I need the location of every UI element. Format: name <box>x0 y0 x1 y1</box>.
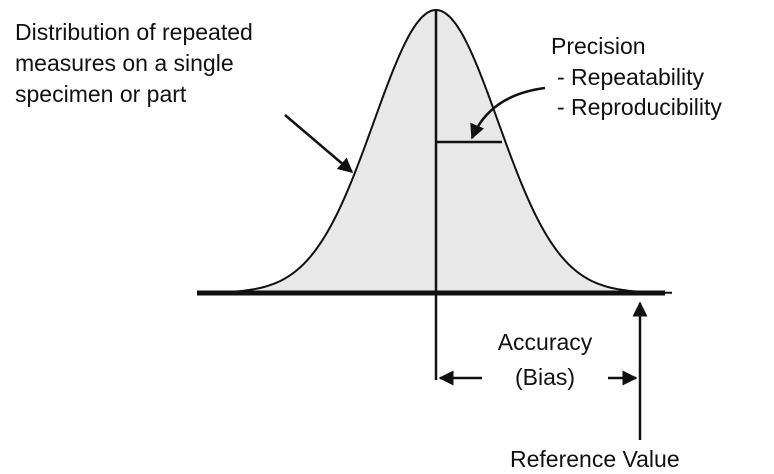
distribution-label: Distribution of repeated <box>15 19 253 45</box>
bias-label: (Bias) <box>515 364 575 390</box>
distribution-label: measures on a single <box>15 50 234 76</box>
distribution-label: specimen or part <box>15 81 187 107</box>
precision-arrow <box>470 86 546 140</box>
precision-item: - Reproducibility <box>557 94 722 120</box>
precision-item: - Repeatability <box>557 64 705 90</box>
precision-title: Precision <box>551 33 646 59</box>
distribution-arrow <box>284 114 354 173</box>
accuracy-label: Accuracy <box>498 329 593 355</box>
reference-label: Reference Value <box>510 446 680 472</box>
